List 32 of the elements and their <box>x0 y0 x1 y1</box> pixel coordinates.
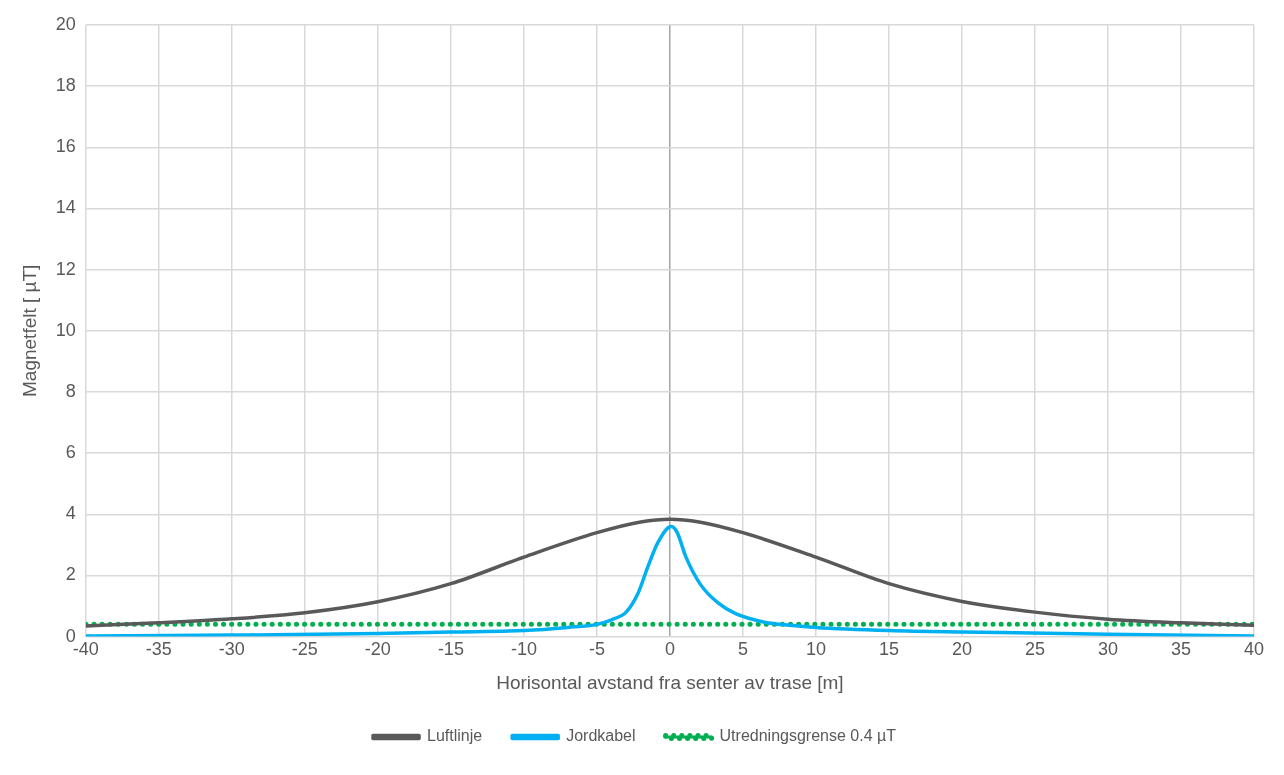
legend-label: Utredningsgrense 0.4 µT <box>719 727 897 745</box>
x-tick-label: -15 <box>437 639 464 660</box>
y-tick-label: 10 <box>55 319 76 340</box>
x-tick-label: 30 <box>1097 639 1118 660</box>
y-tick-label: 18 <box>55 75 76 96</box>
x-tick-label: -25 <box>291 639 318 660</box>
y-tick-label: 8 <box>65 380 76 401</box>
x-tick-label: 15 <box>878 639 899 660</box>
x-tick-label: -20 <box>364 639 391 660</box>
y-tick-label: 4 <box>65 503 76 524</box>
y-tick-label: 0 <box>65 625 76 646</box>
x-tick-label: -10 <box>510 639 537 660</box>
x-tick-label: 25 <box>1024 639 1045 660</box>
x-tick-label: -35 <box>145 639 172 660</box>
y-tick-label: 16 <box>55 136 76 157</box>
x-tick-label: 35 <box>1170 639 1191 660</box>
x-tick-label: -5 <box>588 639 605 660</box>
x-axis-title: Horisontal avstand fra senter av trase [m] <box>496 671 844 693</box>
y-tick-label: 2 <box>65 564 76 585</box>
legend-label: Jordkabel <box>566 727 636 745</box>
y-tick-label: 12 <box>55 258 76 279</box>
y-tick-label: 6 <box>65 442 76 463</box>
y-axis-title: Magnetfelt [ µT] <box>18 264 40 397</box>
x-tick-label: 0 <box>664 639 675 660</box>
x-tick-label: 10 <box>805 639 826 660</box>
x-tick-label: 20 <box>951 639 972 660</box>
x-tick-label: 40 <box>1243 639 1265 660</box>
legend-label: Luftlinje <box>427 727 483 745</box>
y-tick-label: 14 <box>55 197 76 218</box>
y-tick-label: 20 <box>55 13 76 34</box>
x-tick-label: 5 <box>737 639 748 660</box>
x-tick-label: -30 <box>218 639 245 660</box>
